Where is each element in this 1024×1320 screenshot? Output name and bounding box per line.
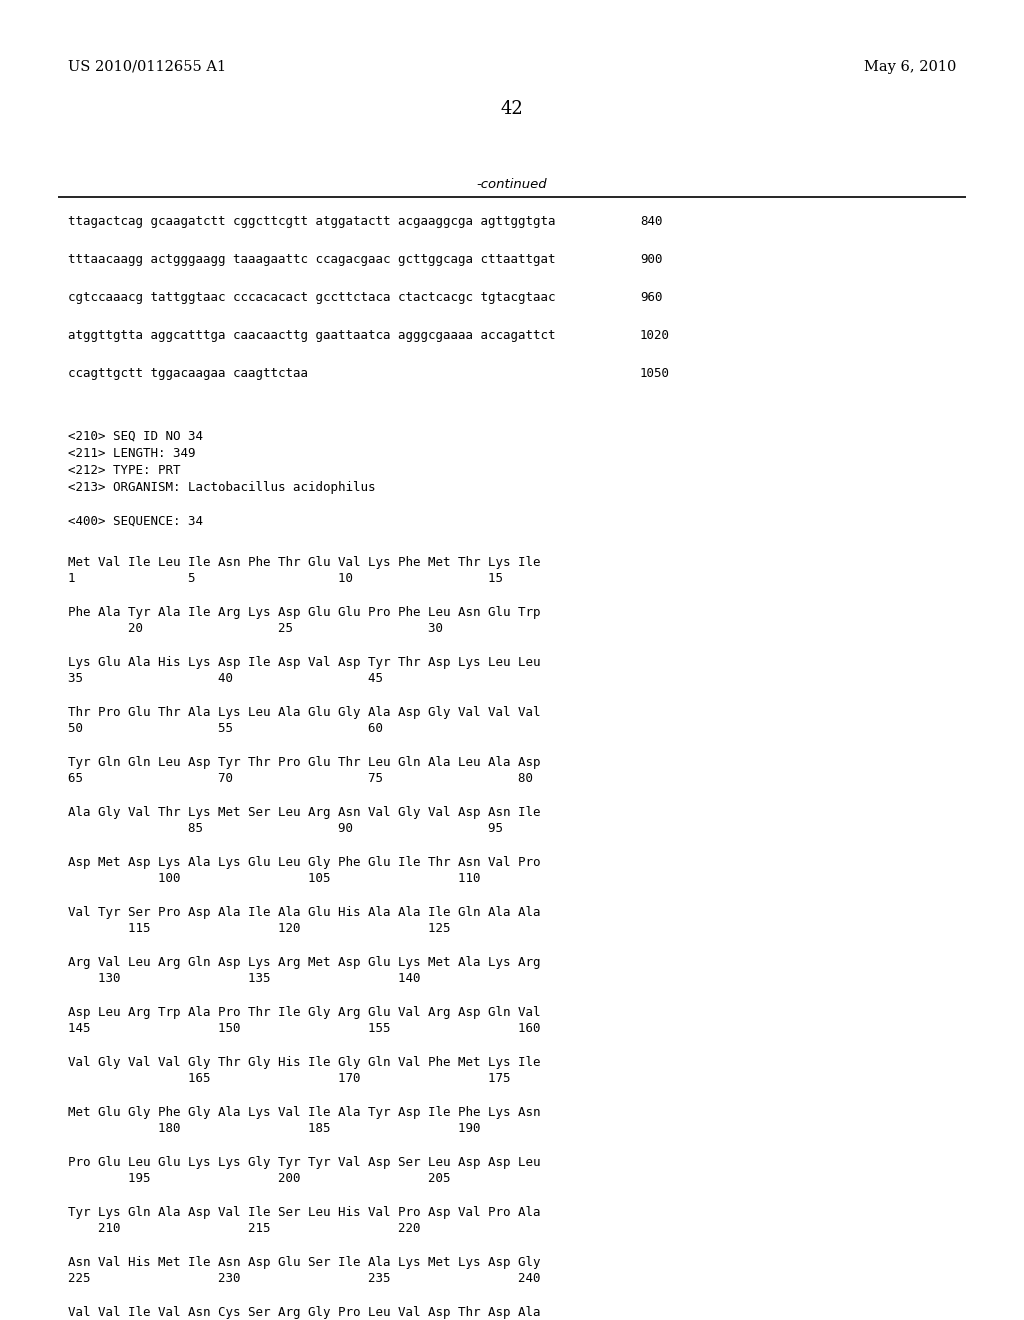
Text: 20                  25                  30: 20 25 30 [68,622,443,635]
Text: Pro Glu Leu Glu Lys Lys Gly Tyr Tyr Val Asp Ser Leu Asp Asp Leu: Pro Glu Leu Glu Lys Lys Gly Tyr Tyr Val … [68,1156,541,1170]
Text: 42: 42 [501,100,523,117]
Text: 225                 230                 235                 240: 225 230 235 240 [68,1272,541,1284]
Text: tttaacaagg actgggaagg taaagaattc ccagacgaac gcttggcaga cttaattgat: tttaacaagg actgggaagg taaagaattc ccagacg… [68,253,555,267]
Text: Asp Met Asp Lys Ala Lys Glu Leu Gly Phe Glu Ile Thr Asn Val Pro: Asp Met Asp Lys Ala Lys Glu Leu Gly Phe … [68,855,541,869]
Text: 210                 215                 220: 210 215 220 [68,1222,421,1236]
Text: 165                 170                 175: 165 170 175 [68,1072,511,1085]
Text: Met Val Ile Leu Ile Asn Phe Thr Glu Val Lys Phe Met Thr Lys Ile: Met Val Ile Leu Ile Asn Phe Thr Glu Val … [68,556,541,569]
Text: atggttgtta aggcatttga caacaacttg gaattaatca agggcgaaaa accagattct: atggttgtta aggcatttga caacaacttg gaattaa… [68,329,555,342]
Text: Asn Val His Met Ile Asn Asp Glu Ser Ile Ala Lys Met Lys Asp Gly: Asn Val His Met Ile Asn Asp Glu Ser Ile … [68,1257,541,1269]
Text: 1020: 1020 [640,329,670,342]
Text: Val Val Ile Val Asn Cys Ser Arg Gly Pro Leu Val Asp Thr Asp Ala: Val Val Ile Val Asn Cys Ser Arg Gly Pro … [68,1305,541,1319]
Text: Arg Val Leu Arg Gln Asp Lys Arg Met Asp Glu Lys Met Ala Lys Arg: Arg Val Leu Arg Gln Asp Lys Arg Met Asp … [68,956,541,969]
Text: -continued: -continued [477,178,547,191]
Text: May 6, 2010: May 6, 2010 [863,59,956,74]
Text: 1               5                   10                  15: 1 5 10 15 [68,572,503,585]
Text: Tyr Lys Gln Ala Asp Val Ile Ser Leu His Val Pro Asp Val Pro Ala: Tyr Lys Gln Ala Asp Val Ile Ser Leu His … [68,1206,541,1218]
Text: Thr Pro Glu Thr Ala Lys Leu Ala Glu Gly Ala Asp Gly Val Val Val: Thr Pro Glu Thr Ala Lys Leu Ala Glu Gly … [68,706,541,719]
Text: <212> TYPE: PRT: <212> TYPE: PRT [68,465,180,477]
Text: 900: 900 [640,253,663,267]
Text: 840: 840 [640,215,663,228]
Text: <213> ORGANISM: Lactobacillus acidophilus: <213> ORGANISM: Lactobacillus acidophilu… [68,480,376,494]
Text: 50                  55                  60: 50 55 60 [68,722,383,735]
Text: Phe Ala Tyr Ala Ile Arg Lys Asp Glu Glu Pro Phe Leu Asn Glu Trp: Phe Ala Tyr Ala Ile Arg Lys Asp Glu Glu … [68,606,541,619]
Text: <400> SEQUENCE: 34: <400> SEQUENCE: 34 [68,515,203,528]
Text: Asp Leu Arg Trp Ala Pro Thr Ile Gly Arg Glu Val Arg Asp Gln Val: Asp Leu Arg Trp Ala Pro Thr Ile Gly Arg … [68,1006,541,1019]
Text: Val Tyr Ser Pro Asp Ala Ile Ala Glu His Ala Ala Ile Gln Ala Ala: Val Tyr Ser Pro Asp Ala Ile Ala Glu His … [68,906,541,919]
Text: ccagttgctt tggacaagaa caagttctaa: ccagttgctt tggacaagaa caagttctaa [68,367,308,380]
Text: Ala Gly Val Thr Lys Met Ser Leu Arg Asn Val Gly Val Asp Asn Ile: Ala Gly Val Thr Lys Met Ser Leu Arg Asn … [68,807,541,818]
Text: 115                 120                 125: 115 120 125 [68,921,451,935]
Text: ttagactcag gcaagatctt cggcttcgtt atggatactt acgaaggcga agttggtgta: ttagactcag gcaagatctt cggcttcgtt atggata… [68,215,555,228]
Text: Tyr Gln Gln Leu Asp Tyr Thr Pro Glu Thr Leu Gln Ala Leu Ala Asp: Tyr Gln Gln Leu Asp Tyr Thr Pro Glu Thr … [68,756,541,770]
Text: <210> SEQ ID NO 34: <210> SEQ ID NO 34 [68,430,203,444]
Text: 145                 150                 155                 160: 145 150 155 160 [68,1022,541,1035]
Text: 195                 200                 205: 195 200 205 [68,1172,451,1185]
Text: 65                  70                  75                  80: 65 70 75 80 [68,772,534,785]
Text: Val Gly Val Val Gly Thr Gly His Ile Gly Gln Val Phe Met Lys Ile: Val Gly Val Val Gly Thr Gly His Ile Gly … [68,1056,541,1069]
Text: 960: 960 [640,290,663,304]
Text: 130                 135                 140: 130 135 140 [68,972,421,985]
Text: Lys Glu Ala His Lys Asp Ile Asp Val Asp Tyr Thr Asp Lys Leu Leu: Lys Glu Ala His Lys Asp Ile Asp Val Asp … [68,656,541,669]
Text: 180                 185                 190: 180 185 190 [68,1122,480,1135]
Text: 1050: 1050 [640,367,670,380]
Text: 100                 105                 110: 100 105 110 [68,873,480,884]
Text: US 2010/0112655 A1: US 2010/0112655 A1 [68,59,226,74]
Text: <211> LENGTH: 349: <211> LENGTH: 349 [68,447,196,459]
Text: 35                  40                  45: 35 40 45 [68,672,383,685]
Text: 85                  90                  95: 85 90 95 [68,822,503,836]
Text: Met Glu Gly Phe Gly Ala Lys Val Ile Ala Tyr Asp Ile Phe Lys Asn: Met Glu Gly Phe Gly Ala Lys Val Ile Ala … [68,1106,541,1119]
Text: cgtccaaacg tattggtaac cccacacact gccttctaca ctactcacgc tgtacgtaac: cgtccaaacg tattggtaac cccacacact gccttct… [68,290,555,304]
